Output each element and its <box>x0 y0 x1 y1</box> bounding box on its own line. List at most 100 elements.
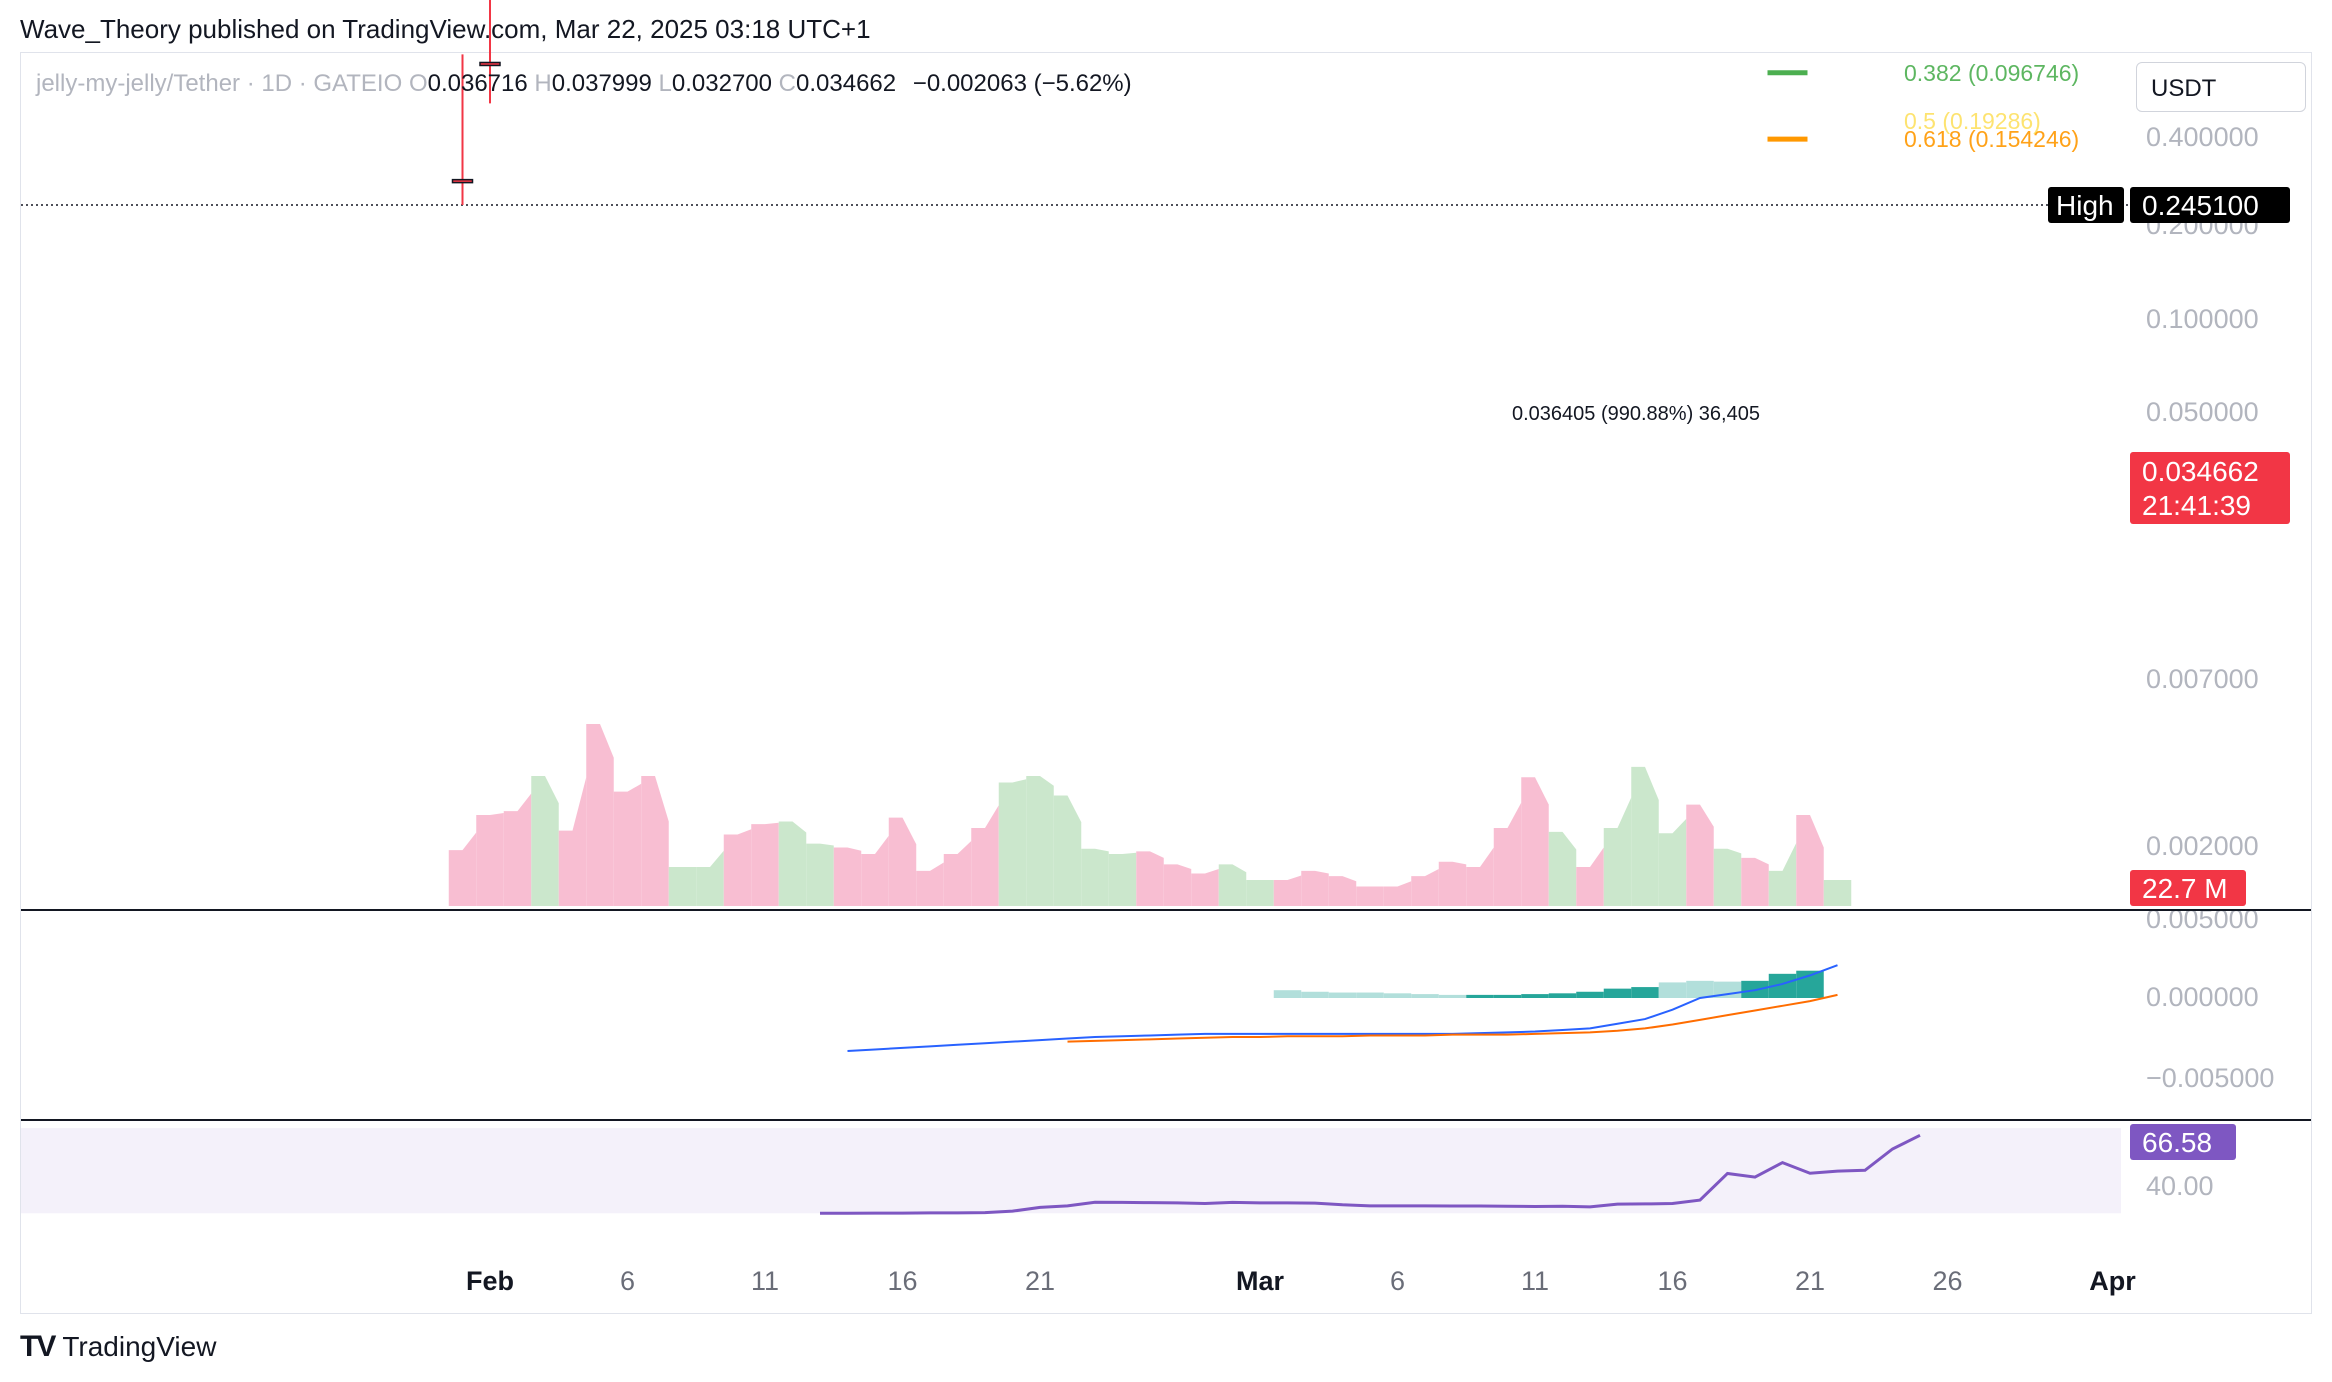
volume-bar <box>916 862 944 906</box>
time-tick-label: 21 <box>1795 1266 1825 1296</box>
volume-bar <box>1108 852 1137 906</box>
volume-bar <box>1273 875 1302 906</box>
volume-bar <box>998 779 1027 906</box>
volume-bar <box>1603 797 1632 906</box>
low-label: L <box>658 70 672 97</box>
volume-bar <box>1796 815 1824 906</box>
publisher-line: Wave_Theory published on TradingView.com… <box>20 14 871 44</box>
measure-tool: 0.036405 (990.88%) 36,405 <box>1512 403 1760 425</box>
price-axis: 0.4000000.2000000.1000000.0500000.007000… <box>2048 122 2290 1201</box>
volume-bar <box>1741 857 1769 906</box>
volume-bar <box>1163 864 1192 906</box>
tradingview-logo-icon: TV <box>20 1330 56 1363</box>
candle-body <box>451 178 474 184</box>
fib-levels: 0.618 (0.154246)0.382 (0.096746)0.382 (0… <box>1767 60 2079 152</box>
measure-label: 0.036405 (990.88%) 36,405 <box>1512 403 1760 425</box>
last-price-badge-bg <box>2130 452 2290 524</box>
open-value: 0.036716 <box>427 70 528 97</box>
volume-bar <box>476 813 504 906</box>
volume-area <box>448 724 1852 906</box>
volume-bar <box>1301 870 1329 906</box>
time-axis: Feb 6 11 16 21 Mar 6 11 16 21 26 Apr <box>466 1266 2136 1296</box>
macd-histogram-bar <box>1273 990 1302 998</box>
volume-bar <box>778 821 807 906</box>
close-label: C <box>778 70 797 97</box>
candle-body <box>479 61 501 67</box>
volume-bar <box>888 817 917 906</box>
volume-bar <box>1631 766 1659 906</box>
macd-histogram-bar <box>1521 994 1549 998</box>
price-tick-label: 0.007000 <box>2146 664 2259 694</box>
symbol-title[interactable]: jelly-my-jelly/Tether · 1D · GATEIO <box>36 70 403 97</box>
price-tick-label: 0.400000 <box>2146 122 2259 152</box>
high-label: H <box>534 70 552 97</box>
rsi-value: 66.58 <box>2142 1127 2212 1158</box>
time-tick-label: 16 <box>1657 1266 1687 1296</box>
macd-histogram-bar <box>1301 991 1329 998</box>
high-label-bg <box>2048 187 2124 224</box>
volume-bar <box>641 776 669 906</box>
time-tick-label: 6 <box>620 1266 635 1296</box>
time-tick-label: 16 <box>887 1266 917 1296</box>
close-value: 0.034662 <box>796 70 897 97</box>
volume-bar <box>586 724 614 906</box>
volume-bar <box>833 847 862 906</box>
volume-bar <box>723 829 752 906</box>
volume-bar <box>1438 861 1467 906</box>
chart-frame <box>20 52 2312 1314</box>
time-tick-label: Feb <box>466 1266 514 1296</box>
macd-tick-label: −0.005000 <box>2146 1063 2274 1093</box>
candles <box>451 0 501 205</box>
volume-bar <box>696 850 724 906</box>
fib-label: 0.618 (0.154246) <box>1904 126 2079 152</box>
macd-histogram-bar <box>1411 994 1439 998</box>
volume-bar <box>1823 880 1852 906</box>
time-tick-label: 11 <box>1521 1266 1549 1296</box>
volume-bar <box>1713 848 1742 906</box>
volume-bar <box>1136 851 1164 906</box>
volume-bar <box>1493 802 1522 906</box>
volume-bar <box>1053 795 1082 906</box>
fib-label: 0.382 (0.096746) <box>1904 60 2079 86</box>
time-tick-label: Apr <box>2089 1266 2136 1296</box>
countdown-value: 21:41:39 <box>2142 490 2251 521</box>
volume-bar <box>1383 881 1412 906</box>
low-value: 0.032700 <box>671 70 772 97</box>
macd-histogram-bar <box>1548 993 1577 998</box>
rsi-pane <box>21 1128 2121 1215</box>
volume-badge-bg <box>2130 870 2246 906</box>
high-label: High <box>2056 190 2114 221</box>
volume-bar <box>1521 777 1549 906</box>
fib-label: 0.5 (0.19286) <box>1904 108 2041 134</box>
volume-bar <box>1328 876 1357 906</box>
rsi-band <box>21 1128 2121 1214</box>
time-tick-label: 26 <box>1932 1266 1962 1296</box>
tradingview-brand: TradingView <box>62 1331 217 1362</box>
volume-bar <box>1768 842 1797 906</box>
volume-bar <box>1081 848 1109 906</box>
high-value-badge: 0.245100 <box>2142 190 2259 221</box>
rsi-line <box>820 1133 1921 1215</box>
price-tick-label: 0.100000 <box>2146 304 2259 334</box>
macd-histogram-bar <box>1576 991 1604 998</box>
volume-bar <box>1246 880 1274 906</box>
macd-tick-label: 0.000000 <box>2146 982 2259 1012</box>
volume-bar <box>1218 864 1247 906</box>
macd-tick-label: 0.005000 <box>2146 904 2259 934</box>
time-tick-label: 6 <box>1390 1266 1405 1296</box>
last-price-value: 0.034662 <box>2142 456 2259 487</box>
volume-bar <box>1191 868 1219 906</box>
volume-badge: 22.7 M <box>2142 873 2228 904</box>
currency-button[interactable]: USDT <box>2136 62 2306 112</box>
time-tick-label: 11 <box>751 1266 779 1296</box>
volume-bar <box>751 822 779 906</box>
high-value: 0.037999 <box>551 70 652 97</box>
rsi-tick-label: 40.00 <box>2146 1171 2214 1201</box>
tradingview-footer[interactable]: TV TradingView <box>20 1330 216 1364</box>
volume-bar <box>1686 804 1714 906</box>
macd-line <box>847 964 1838 1053</box>
macd-histogram-bar <box>1493 994 1522 998</box>
volume-bar <box>1411 868 1439 906</box>
price-tick-label: 0.002000 <box>2146 831 2259 861</box>
